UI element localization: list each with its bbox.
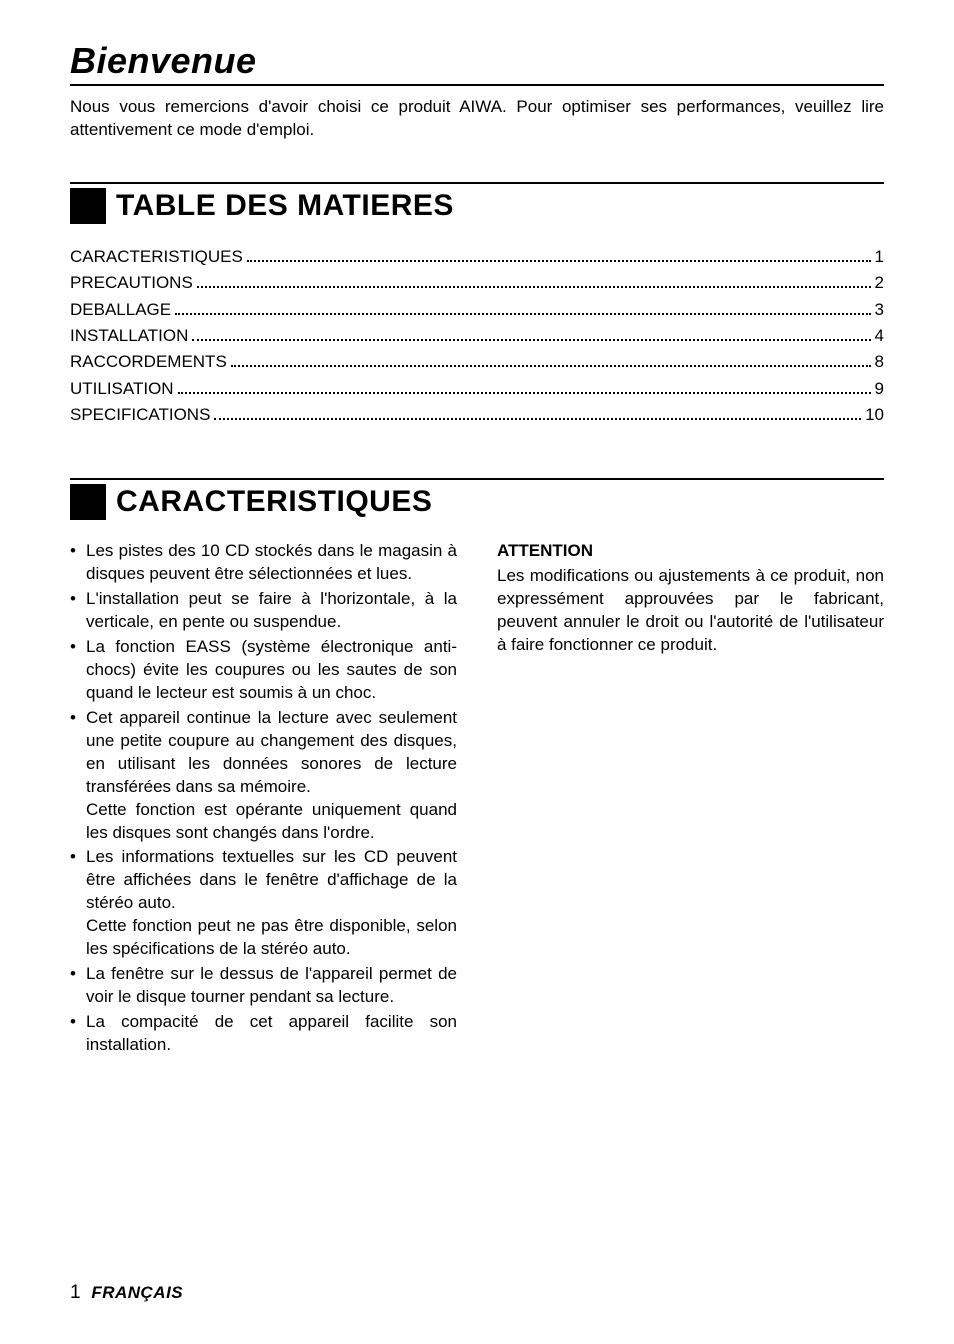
features-right-column: ATTENTION Les modifications ou ajustemen… bbox=[497, 540, 884, 1059]
toc-page-number: 4 bbox=[875, 323, 884, 349]
feature-item: Cet appareil continue la lecture avec se… bbox=[70, 707, 457, 845]
section-divider bbox=[70, 182, 884, 184]
feature-item-text: La compacité de cet appareil facilite so… bbox=[86, 1012, 457, 1054]
feature-item: Les pistes des 10 CD stockés dans le mag… bbox=[70, 540, 457, 586]
feature-item-subtext: Cette fonction peut ne pas être disponib… bbox=[86, 915, 457, 961]
toc-row: INSTALLATION 4 bbox=[70, 323, 884, 349]
toc-leader-dots bbox=[247, 250, 871, 262]
feature-item: Les informations textuelles sur les CD p… bbox=[70, 846, 457, 961]
toc-page-number: 3 bbox=[875, 297, 884, 323]
toc-heading: TABLE DES MATIERES bbox=[116, 188, 454, 224]
square-bullet-icon bbox=[70, 484, 106, 520]
table-of-contents: CARACTERISTIQUES 1 PRECAUTIONS 2 DEBALLA… bbox=[70, 244, 884, 428]
features-bullet-list: Les pistes des 10 CD stockés dans le mag… bbox=[70, 540, 457, 1057]
feature-item: La fenêtre sur le dessus de l'appareil p… bbox=[70, 963, 457, 1009]
attention-body: Les modifications ou ajustements à ce pr… bbox=[497, 565, 884, 657]
features-columns: Les pistes des 10 CD stockés dans le mag… bbox=[70, 540, 884, 1059]
toc-page-number: 8 bbox=[875, 349, 884, 375]
toc-leader-dots bbox=[192, 329, 870, 341]
toc-label: DEBALLAGE bbox=[70, 297, 171, 323]
feature-item-text: Les informations textuelles sur les CD p… bbox=[86, 847, 457, 912]
features-left-column: Les pistes des 10 CD stockés dans le mag… bbox=[70, 540, 457, 1059]
page-footer: 1 FRANÇAIS bbox=[70, 1282, 183, 1304]
feature-item-text: La fenêtre sur le dessus de l'appareil p… bbox=[86, 964, 457, 1006]
feature-item: L'installation peut se faire à l'horizon… bbox=[70, 588, 457, 634]
square-bullet-icon bbox=[70, 188, 106, 224]
toc-row: UTILISATION 9 bbox=[70, 376, 884, 402]
footer-page-number: 1 bbox=[70, 1282, 81, 1303]
toc-label: SPECIFICATIONS bbox=[70, 402, 210, 428]
toc-page-number: 10 bbox=[865, 402, 884, 428]
document-page: Bienvenue Nous vous remercions d'avoir c… bbox=[0, 0, 954, 1344]
toc-page-number: 2 bbox=[875, 270, 884, 296]
toc-label: PRECAUTIONS bbox=[70, 270, 193, 296]
toc-label: UTILISATION bbox=[70, 376, 174, 402]
toc-header: TABLE DES MATIERES bbox=[70, 188, 884, 224]
feature-item-text: L'installation peut se faire à l'horizon… bbox=[86, 589, 457, 631]
welcome-text: Nous vous remercions d'avoir choisi ce p… bbox=[70, 96, 884, 142]
toc-row: DEBALLAGE 3 bbox=[70, 297, 884, 323]
toc-row: SPECIFICATIONS 10 bbox=[70, 402, 884, 428]
toc-label: CARACTERISTIQUES bbox=[70, 244, 243, 270]
toc-page-number: 1 bbox=[875, 244, 884, 270]
toc-leader-dots bbox=[231, 355, 871, 367]
section-divider bbox=[70, 478, 884, 480]
features-heading: CARACTERISTIQUES bbox=[116, 484, 432, 520]
toc-row: RACCORDEMENTS 8 bbox=[70, 349, 884, 375]
feature-item-text: Cet appareil continue la lecture avec se… bbox=[86, 708, 457, 796]
toc-leader-dots bbox=[175, 302, 870, 314]
toc-row: CARACTERISTIQUES 1 bbox=[70, 244, 884, 270]
feature-item-text: Les pistes des 10 CD stockés dans le mag… bbox=[86, 541, 457, 583]
feature-item: La compacité de cet appareil facilite so… bbox=[70, 1011, 457, 1057]
toc-page-number: 9 bbox=[875, 376, 884, 402]
feature-item-text: La fonction EASS (système électronique a… bbox=[86, 637, 457, 702]
features-header: CARACTERISTIQUES bbox=[70, 484, 884, 520]
toc-leader-dots bbox=[197, 276, 871, 288]
feature-item-subtext: Cette fonction est opérante uniquement q… bbox=[86, 799, 457, 845]
attention-title: ATTENTION bbox=[497, 540, 884, 563]
toc-leader-dots bbox=[178, 381, 871, 393]
footer-language: FRANÇAIS bbox=[91, 1283, 183, 1302]
toc-leader-dots bbox=[214, 408, 861, 420]
toc-label: INSTALLATION bbox=[70, 323, 188, 349]
toc-row: PRECAUTIONS 2 bbox=[70, 270, 884, 296]
feature-item: La fonction EASS (système électronique a… bbox=[70, 636, 457, 705]
welcome-title: Bienvenue bbox=[70, 40, 884, 86]
toc-label: RACCORDEMENTS bbox=[70, 349, 227, 375]
